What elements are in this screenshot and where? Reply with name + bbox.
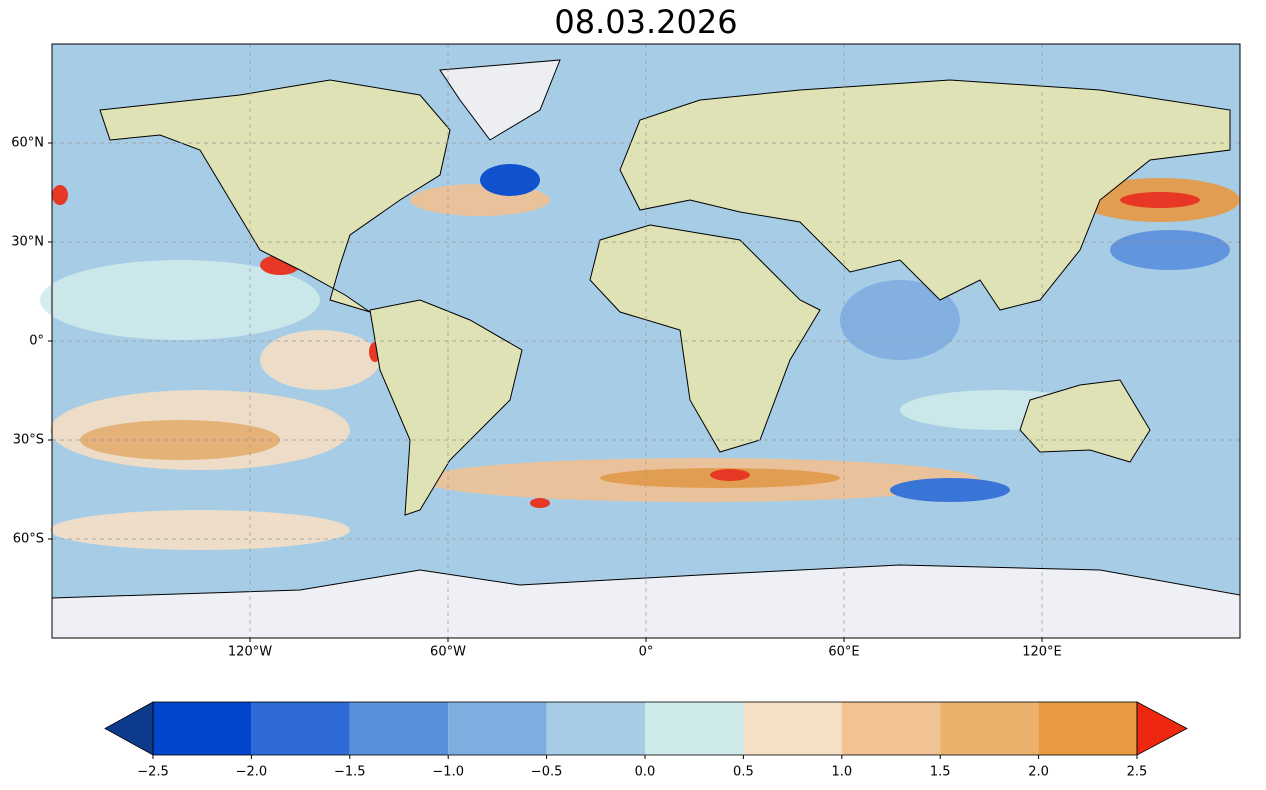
colorbar-segment — [251, 702, 350, 755]
colorbar-segment — [1038, 702, 1137, 755]
land — [1019, 379, 1151, 463]
y-tick-label: 30°N — [11, 235, 44, 250]
y-tick-label: 60°S — [13, 532, 44, 547]
y-tick-label: 0° — [29, 334, 44, 349]
colorbar-segment — [743, 702, 842, 755]
land — [439, 59, 561, 141]
colorbar-extend-low — [104, 701, 154, 756]
x-tick-label: 120°W — [228, 645, 272, 660]
x-tick-label: 60°E — [828, 645, 859, 660]
colorbar-tick-label: −2.0 — [236, 765, 268, 780]
colorbar-tick-label: −1.5 — [334, 765, 366, 780]
colorbar-tick-label: 0.5 — [733, 765, 754, 780]
x-tick-label: 60°W — [430, 645, 466, 660]
y-tick-label: 60°N — [11, 136, 44, 151]
land — [369, 299, 523, 516]
colorbar-segment — [349, 702, 449, 755]
colorbar-segment — [841, 702, 941, 755]
title: 08.03.2026 — [554, 3, 737, 41]
colorbar-tick-label: 0.0 — [635, 765, 656, 780]
colorbar-tick-label: −1.0 — [432, 765, 464, 780]
colorbar-tick-label: 1.5 — [930, 765, 951, 780]
land — [99, 79, 451, 313]
colorbar-tick-label: −2.5 — [137, 765, 169, 780]
colorbar-tick-label: 2.0 — [1028, 765, 1049, 780]
colorbar-segment — [940, 702, 1039, 755]
colorbar-tick-label: −0.5 — [531, 765, 563, 780]
colorbar-segment — [448, 702, 547, 755]
colorbar-extend-high — [1136, 701, 1188, 756]
colorbar-tick-label: 1.0 — [831, 765, 852, 780]
colorbar-segment — [645, 702, 744, 755]
grid — [52, 44, 1240, 638]
colorbar-tick-label: 2.5 — [1127, 765, 1148, 780]
colorbar-segment — [546, 702, 645, 755]
colorbar-segment — [153, 702, 252, 755]
land — [619, 79, 1231, 311]
x-tick-label: 0° — [639, 645, 654, 660]
map — [40, 43, 1241, 639]
colorbar: −2.5 −2.0 −1.5 −1.0 −0.5 0.0 0.5 1.0 1.5 2.0 2.5 — [104, 701, 1188, 780]
x-tick-label: 120°E — [1022, 645, 1062, 660]
y-tick-label: 30°S — [13, 433, 44, 448]
